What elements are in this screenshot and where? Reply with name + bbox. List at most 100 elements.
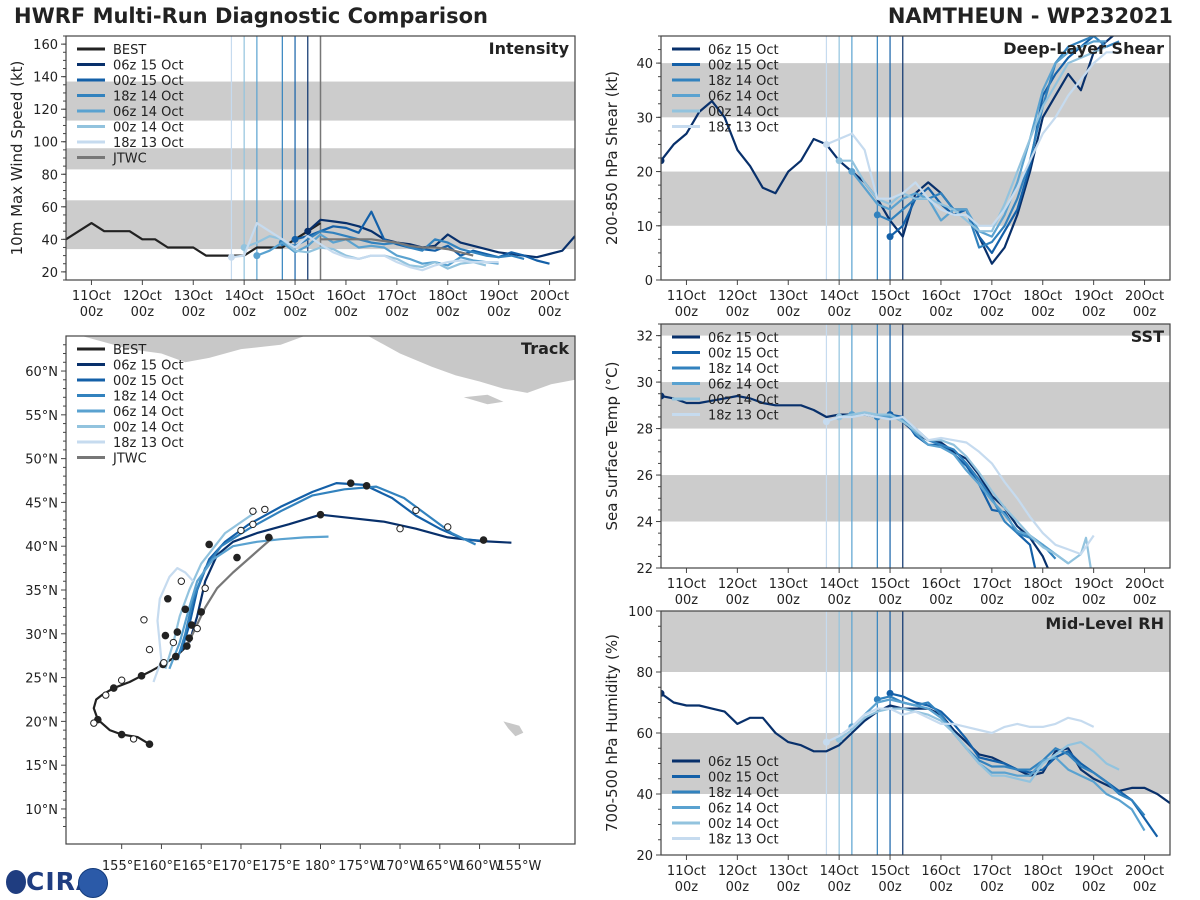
track-marker-open-6 [169, 638, 178, 647]
landmass-2 [463, 394, 504, 405]
rh-ytick-label-100: 100 [628, 605, 653, 620]
shear-xtick-label-bottom-4: 00z [878, 305, 902, 320]
track-marker-filled-15 [316, 510, 325, 519]
track-marker-filled-21 [181, 605, 190, 614]
sst-xtick-label-top-7: 18Oct [1023, 577, 1062, 592]
sst-series-00z-14-oct [838, 411, 1092, 568]
legend-label-jtwc: JTWC [112, 452, 147, 467]
sst-ytick-label-26: 26 [636, 469, 653, 484]
legend-label-06z-15-oct: 06z 15 Oct [708, 755, 779, 770]
track-ytick-label-15: 15°N [25, 759, 58, 774]
legend-label-18z-14-oct: 18z 14 Oct [113, 390, 184, 405]
intensity-xtick-label-bottom-7: 00z [436, 305, 460, 320]
sst-xtick-label-bottom-4: 00z [878, 593, 902, 608]
track-marker-open-14 [412, 506, 420, 514]
rh-xtick-label-bottom-0: 00z [675, 880, 699, 895]
shear-init-dot-06z-15-oct [661, 157, 665, 165]
track-xtick-label-170: 170°E [221, 859, 261, 874]
track-marker-filled-11 [161, 631, 170, 640]
shear-series-00z-15-oct [889, 36, 1097, 254]
shear-init-dot-18z-13-oct [822, 140, 830, 148]
intensity-plot-area [66, 36, 575, 280]
track-xtick-label-165: 165°E [181, 859, 221, 874]
legend-label-00z-15-oct: 00z 15 Oct [708, 771, 779, 786]
rh-xtick-label-bottom-1: 00z [726, 880, 750, 895]
track-marker-open-15 [444, 523, 452, 531]
shear-ytick-label-40: 40 [636, 57, 653, 72]
sst-ytick-label-30: 30 [636, 376, 653, 391]
track-marker-filled-7 [171, 652, 180, 661]
track-xtick-label-175: 175°E [261, 859, 301, 874]
shear-xtick-label-bottom-8: 00z [1082, 305, 1106, 320]
sst-xtick-label-bottom-8: 00z [1082, 593, 1106, 608]
shear-xtick-label-top-6: 17Oct [972, 289, 1011, 304]
shear-xtick-label-bottom-9: 00z [1133, 305, 1157, 320]
legend-label-06z-15-oct: 06z 15 Oct [113, 359, 184, 374]
intensity-xtick-label-bottom-6: 00z [385, 305, 409, 320]
landmass-0 [81, 336, 305, 363]
track-marker-filled-17 [362, 481, 371, 490]
rh-xtick-label-top-6: 17Oct [972, 864, 1011, 879]
track-marker-open-0 [90, 719, 98, 727]
legend-label-06z-14-oct: 06z 14 Oct [113, 405, 184, 420]
track-ytick-label-40: 40°N [25, 540, 58, 555]
legend-label-00z-14-oct: 00z 14 Oct [113, 421, 184, 436]
track-marker-filled-3 [109, 684, 118, 692]
shear-xtick-label-top-0: 11Oct [667, 289, 706, 304]
rh-init-dot-06z-15-oct [661, 689, 665, 697]
sst-ytick-label-32: 32 [636, 330, 653, 345]
rh-ytick-label-20: 20 [636, 849, 653, 864]
intensity-xtick-label-top-2: 13Oct [174, 289, 213, 304]
intensity-ytick-label-160: 160 [33, 38, 58, 53]
rh-ylabel: 700-500 hPa Humidity (%) [603, 634, 621, 832]
track-marker-open-13 [396, 524, 404, 533]
sst-ytick-label-28: 28 [636, 423, 653, 438]
legend-label-06z-14-oct: 06z 14 Oct [708, 378, 779, 393]
sst-xtick-label-bottom-7: 00z [1031, 593, 1055, 608]
shear-xtick-label-bottom-2: 00z [777, 305, 801, 320]
storm-title: NAMTHEUN - WP232021 [887, 4, 1173, 28]
sst-ylabel: Sea Surface Temp (°C) [603, 361, 621, 530]
shear-ytick-label-0: 0 [645, 274, 653, 289]
legend-label-00z-14-oct: 00z 14 Oct [708, 105, 779, 120]
intensity-xtick-label-top-0: 11Oct [72, 289, 111, 304]
track-marker-open-12 [261, 505, 269, 514]
sst-xtick-label-top-6: 17Oct [972, 577, 1011, 592]
legend-label-best: BEST [113, 43, 146, 58]
shear-xtick-label-bottom-5: 00z [929, 305, 953, 320]
track-marker-open-1 [102, 691, 110, 699]
rh-series-06z-15-oct [661, 692, 1170, 804]
track-series-18z-14-oct [176, 485, 477, 661]
sst-band-1 [661, 382, 1170, 429]
sst-plot-area [661, 324, 1170, 568]
sst-xtick-label-bottom-2: 00z [777, 593, 801, 608]
legend-label-18z-13-oct: 18z 13 Oct [113, 436, 184, 451]
intensity-xtick-label-bottom-3: 00z [232, 305, 256, 320]
legend-label-00z-15-oct: 00z 15 Oct [113, 374, 184, 389]
sst-ytick-label-24: 24 [636, 516, 653, 531]
intensity-xtick-label-bottom-8: 00z [487, 305, 511, 320]
legend-label-06z-14-oct: 06z 14 Oct [708, 90, 779, 105]
intensity-xtick-label-top-3: 14Oct [225, 289, 264, 304]
intensity-ytick-label-100: 100 [33, 136, 58, 151]
intensity-xtick-label-top-6: 17Oct [377, 289, 416, 304]
track-ytick-label-20: 20°N [25, 715, 58, 730]
rh-xtick-label-top-0: 11Oct [667, 864, 706, 879]
sst-xtick-label-bottom-9: 00z [1133, 593, 1157, 608]
figure-title: HWRF Multi-Run Diagnostic Comparison [14, 4, 489, 28]
sst-band-2 [661, 324, 1170, 336]
rh-plot-area [661, 611, 1170, 855]
track-series-06z-14-oct [168, 535, 329, 670]
track-marker-open-7 [177, 577, 186, 585]
rh-init-dot-18z-13-oct [822, 738, 830, 746]
sst-series-18z-13-oct [826, 413, 1095, 556]
shear-init-dot-00z-15-oct [886, 233, 894, 241]
track-marker-filled-6 [183, 642, 191, 650]
intensity-xtick-label-top-9: 20Oct [530, 289, 569, 304]
rh-xtick-label-top-9: 20Oct [1125, 864, 1164, 879]
track-xtick-label-205: 155°W [497, 859, 541, 874]
intensity-init-dot-06z-14-oct [253, 252, 261, 260]
sst-xtick-label-top-0: 11Oct [667, 577, 706, 592]
track-marker-open-16 [249, 520, 257, 529]
track-marker-filled-1 [117, 730, 126, 739]
